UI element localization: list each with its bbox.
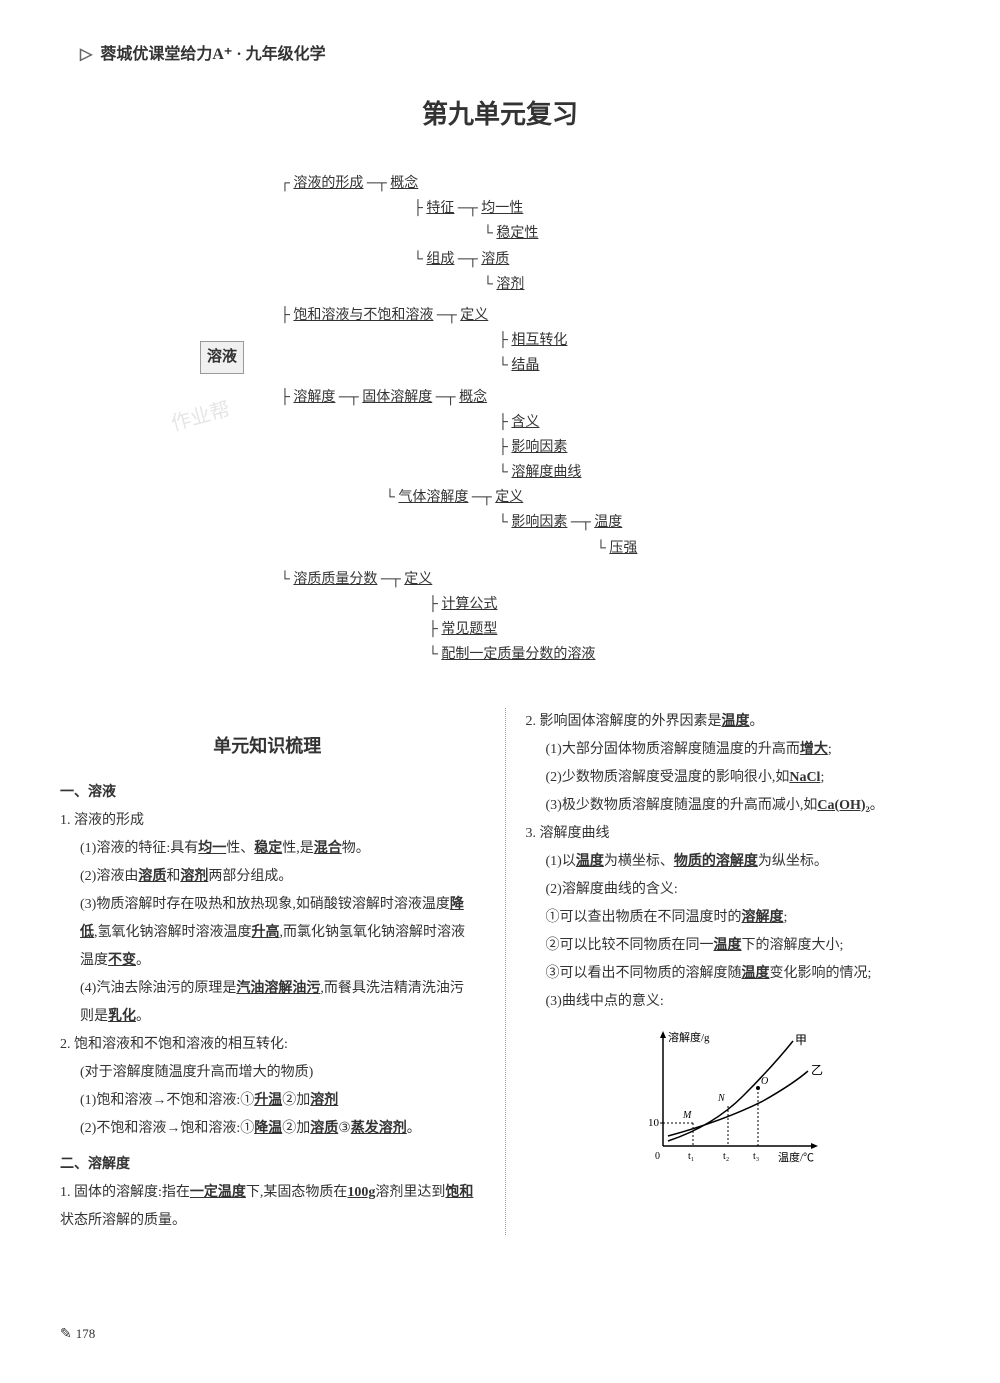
- heading-1-1: 一、溶液: [60, 779, 475, 807]
- tree-leaf: 相互转化: [511, 333, 567, 348]
- tree-leaf: 溶解度曲线: [511, 465, 581, 480]
- r-item-2-2-2: ②可以比较不同物质在同一温度下的溶解度大小;: [526, 932, 941, 960]
- r-item-2-1: (1)以温度为横坐标、物质的溶解度为纵坐标。: [526, 848, 941, 876]
- tree-leaf: 温度: [594, 515, 622, 530]
- y-tick: 10: [648, 1117, 660, 1129]
- tree-leaf: 均一性: [481, 201, 523, 216]
- r-item-1-2: (2)少数物质溶解度受温度的影响很小,如NaCl;: [526, 764, 941, 792]
- r-item-2-3: (3)曲线中点的意义:: [526, 988, 941, 1016]
- tree-leaf: 特征: [426, 201, 454, 216]
- tree-leaf: 配制一定质量分数的溶液: [441, 647, 595, 662]
- tree-leaf: 结晶: [511, 358, 539, 373]
- tree-branch-1: 饱和溶液与不饱和溶液: [293, 308, 433, 323]
- item-1: 1. 溶液的形成: [60, 807, 475, 835]
- tree-leaf: 溶质: [481, 252, 509, 267]
- right-column: 2. 影响固体溶解度的外界因素是温度。 (1)大部分固体物质溶解度随温度的升高而…: [505, 708, 941, 1235]
- tree-leaf: 概念: [390, 176, 418, 191]
- item-2-2: (2)不饱和溶液→饱和溶液:①降温②加溶质③蒸发溶剂。: [60, 1115, 475, 1143]
- r-item-1-1: (1)大部分固体物质溶解度随温度的升高而增大;: [526, 736, 941, 764]
- tree-leaf: 气体溶解度: [398, 490, 468, 505]
- item-2-note: (对于溶解度随温度升高而增大的物质): [60, 1059, 475, 1087]
- r-item-2-2-1: ①可以查出物质在不同温度时的溶解度;: [526, 904, 941, 932]
- tree-leaf: 计算公式: [441, 597, 497, 612]
- tree-leaf: 定义: [404, 572, 432, 587]
- tree-leaf: 溶剂: [496, 277, 524, 292]
- tree-branch-0: 溶液的形成: [293, 176, 363, 191]
- x-tick-1: t₁: [688, 1151, 694, 1162]
- x-tick-2: t₂: [723, 1151, 729, 1162]
- tree-leaf: 组成: [426, 252, 454, 267]
- tree-root: 溶液: [200, 341, 244, 374]
- section-title: 单元知识梳理: [60, 728, 475, 764]
- item-3: 1. 固体的溶解度:指在一定温度下,某固态物质在100g溶剂里达到饱和状态所溶解…: [60, 1179, 475, 1235]
- x-axis-label: 温度/℃: [778, 1150, 814, 1164]
- tree-leaf: 定义: [460, 308, 488, 323]
- r-item-2: 3. 溶解度曲线: [526, 820, 941, 848]
- tree-leaf: 影响因素: [511, 515, 567, 530]
- content-columns: 单元知识梳理 一、溶液 1. 溶液的形成 (1)溶液的特征:具有均一性、稳定性,…: [60, 708, 940, 1235]
- solubility-chart: 溶解度/g 温度/℃ 10 甲 乙 M N O t₁ t₂ t₃ 0: [633, 1026, 833, 1166]
- item-1-1: (1)溶液的特征:具有均一性、稳定性,是混合物。: [60, 835, 475, 863]
- page-number: 178: [60, 1326, 95, 1343]
- tree-leaf: 压强: [609, 541, 637, 556]
- tree-leaf: 影响因素: [511, 440, 567, 455]
- page-header: 蓉城优课堂给力A⁺ · 九年级化学: [60, 40, 940, 64]
- point-N: N: [717, 1093, 726, 1104]
- r-item-1-3: (3)极少数物质溶解度随温度的升高而减小,如Ca(OH)₂。: [526, 792, 941, 820]
- r-item-2-2-3: ③可以看出不同物质的溶解度随温度变化影响的情况;: [526, 960, 941, 988]
- tree-leaf: 概念: [459, 390, 487, 405]
- svg-text:0: 0: [655, 1151, 660, 1162]
- curve-label-yi: 乙: [811, 1063, 823, 1077]
- tree-leaf: 稳定性: [496, 226, 538, 241]
- main-title: 第九单元复习: [60, 94, 940, 131]
- y-axis-label: 溶解度/g: [668, 1030, 710, 1044]
- curve-label-jia: 甲: [795, 1033, 807, 1047]
- left-column: 单元知识梳理 一、溶液 1. 溶液的形成 (1)溶液的特征:具有均一性、稳定性,…: [60, 708, 475, 1235]
- tree-leaf: 定义: [495, 490, 523, 505]
- point-M: M: [682, 1110, 692, 1121]
- point-O: O: [761, 1076, 768, 1087]
- tree-leaf: 固体溶解度: [362, 390, 432, 405]
- heading-1-2: 二、溶解度: [60, 1151, 475, 1179]
- item-1-3: (3)物质溶解时存在吸热和放热现象,如硝酸铵溶解时溶液温度降低,氢氧化钠溶解时溶…: [60, 891, 475, 975]
- tree-leaf: 含义: [511, 415, 539, 430]
- r-item-1: 2. 影响固体溶解度的外界因素是温度。: [526, 708, 941, 736]
- tree-branch-3: 溶质质量分数: [293, 572, 377, 587]
- x-tick-3: t₃: [753, 1151, 759, 1162]
- tree-branch-2: 溶解度: [293, 390, 335, 405]
- concept-tree: 溶液 ┌ 溶液的形成 ─┬ 概念 ├ 特征 ─┬ 均一性 └ 稳定性 └ 组成 …: [60, 171, 940, 668]
- r-item-2-2: (2)溶解度曲线的含义:: [526, 876, 941, 904]
- item-1-4: (4)汽油去除油污的原理是汽油溶解油污,而餐具洗洁精清洗油污则是乳化。: [60, 975, 475, 1031]
- tree-leaf: 常见题型: [441, 622, 497, 637]
- item-2-1: (1)饱和溶液→不饱和溶液:①升温②加溶剂: [60, 1087, 475, 1115]
- item-1-2: (2)溶液由溶质和溶剂两部分组成。: [60, 863, 475, 891]
- item-2: 2. 饱和溶液和不饱和溶液的相互转化:: [60, 1031, 475, 1059]
